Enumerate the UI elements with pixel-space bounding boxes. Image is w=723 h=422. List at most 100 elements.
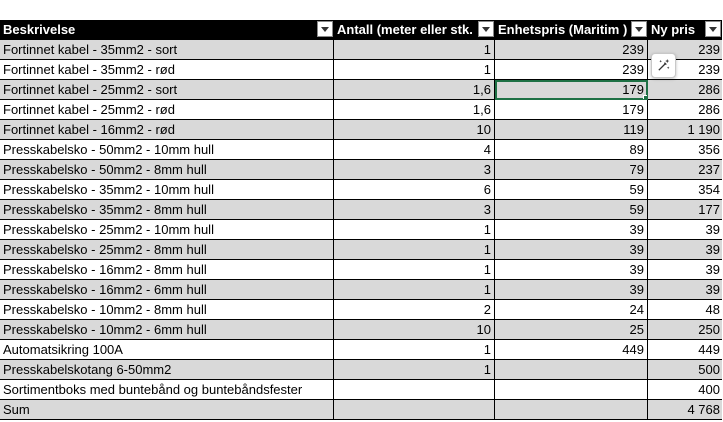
- cell-enhetspris[interactable]: 39: [495, 260, 648, 280]
- cell-antall[interactable]: 3: [334, 200, 495, 220]
- table-row: Presskabelskotang 6-50mm2 1 500: [0, 360, 722, 380]
- cell-ny-pris[interactable]: 286: [648, 100, 722, 120]
- sum-row: Sum 4 768: [0, 400, 722, 420]
- cell-enhetspris[interactable]: 24: [495, 300, 648, 320]
- cell-ny-pris[interactable]: 250: [648, 320, 722, 340]
- cell-beskrivelse[interactable]: Fortinnet kabel - 16mm2 - rød: [0, 120, 334, 140]
- cell-beskrivelse[interactable]: Sum: [0, 400, 334, 420]
- cell-ny-pris[interactable]: 354: [648, 180, 722, 200]
- cell-beskrivelse[interactable]: Presskabelsko - 25mm2 - 8mm hull: [0, 240, 334, 260]
- cell-enhetspris[interactable]: 239: [495, 60, 648, 80]
- cell-enhetspris[interactable]: 59: [495, 180, 648, 200]
- cell-ny-pris[interactable]: 39: [648, 260, 722, 280]
- cell-antall[interactable]: 4: [334, 140, 495, 160]
- cell-ny-pris[interactable]: 400: [648, 380, 722, 400]
- cell-antall[interactable]: 1,6: [334, 80, 495, 100]
- filter-dropdown-icon[interactable]: [631, 21, 647, 37]
- table-row: Fortinnet kabel - 16mm2 - rød 10 119 1 190: [0, 120, 722, 140]
- table-row: Presskabelsko - 50mm2 - 8mm hull 3 79 237: [0, 160, 722, 180]
- cell-ny-pris[interactable]: 39: [648, 240, 722, 260]
- cell-beskrivelse[interactable]: Fortinnet kabel - 25mm2 - sort: [0, 80, 334, 100]
- cell-beskrivelse[interactable]: Presskabelsko - 35mm2 - 10mm hull: [0, 180, 334, 200]
- cell-antall[interactable]: 1: [334, 240, 495, 260]
- cell-ny-pris[interactable]: 356: [648, 140, 722, 160]
- quick-analysis-button[interactable]: [651, 53, 676, 78]
- cell-antall[interactable]: 3: [334, 160, 495, 180]
- filter-dropdown-icon[interactable]: [317, 21, 333, 37]
- column-header-label: Antall (meter eller stk.: [337, 22, 473, 37]
- cell-enhetspris[interactable]: [495, 400, 648, 420]
- cell-enhetspris[interactable]: 89: [495, 140, 648, 160]
- table-row: Presskabelsko - 35mm2 - 10mm hull 6 59 354: [0, 180, 722, 200]
- cell-enhetspris[interactable]: 449: [495, 340, 648, 360]
- column-header-antall: Antall (meter eller stk.: [334, 20, 495, 40]
- cell-ny-pris[interactable]: 39: [648, 280, 722, 300]
- cell-antall[interactable]: 1: [334, 260, 495, 280]
- cell-beskrivelse[interactable]: Automatsikring 100A: [0, 340, 334, 360]
- cell-ny-pris[interactable]: 286: [648, 80, 722, 100]
- cell-ny-pris[interactable]: 500: [648, 360, 722, 380]
- cell-antall[interactable]: 1: [334, 340, 495, 360]
- cell-beskrivelse[interactable]: Fortinnet kabel - 35mm2 - sort: [0, 40, 334, 60]
- cell-enhetspris[interactable]: 39: [495, 280, 648, 300]
- filter-dropdown-icon[interactable]: [478, 21, 494, 37]
- cell-antall[interactable]: 1: [334, 60, 495, 80]
- cell-beskrivelse[interactable]: Presskabelsko - 25mm2 - 10mm hull: [0, 220, 334, 240]
- cell-ny-pris[interactable]: 239: [648, 40, 722, 60]
- cell-beskrivelse[interactable]: Fortinnet kabel - 25mm2 - rød: [0, 100, 334, 120]
- table-header-row: Beskrivelse Antall (meter eller stk. Enh…: [0, 20, 722, 40]
- table-body: Fortinnet kabel - 35mm2 - sort 1 239 239 For…: [0, 40, 722, 420]
- table-row: Fortinnet kabel - 25mm2 - sort 1,6 179 286: [0, 80, 722, 100]
- cell-antall[interactable]: [334, 400, 495, 420]
- cell-beskrivelse[interactable]: Presskabelsko - 16mm2 - 6mm hull: [0, 280, 334, 300]
- column-header-label: Enhetspris (Maritim ): [498, 22, 628, 37]
- cell-antall[interactable]: 1: [334, 40, 495, 60]
- cell-enhetspris[interactable]: 59: [495, 200, 648, 220]
- cell-antall[interactable]: 1: [334, 280, 495, 300]
- filter-dropdown-icon[interactable]: [705, 21, 721, 37]
- column-header-label: Ny pris: [651, 22, 696, 37]
- cell-beskrivelse[interactable]: Presskabelsko - 16mm2 - 8mm hull: [0, 260, 334, 280]
- cell-enhetspris[interactable]: [495, 360, 648, 380]
- table-row: Fortinnet kabel - 35mm2 - sort 1 239 239: [0, 40, 722, 60]
- fill-handle[interactable]: [643, 95, 647, 99]
- cell-beskrivelse[interactable]: Sortimentboks med buntebånd og buntebånd…: [0, 380, 334, 400]
- cell-antall[interactable]: 6: [334, 180, 495, 200]
- cell-antall[interactable]: 2: [334, 300, 495, 320]
- cell-enhetspris-selected[interactable]: 179: [495, 80, 648, 100]
- cell-enhetspris[interactable]: 39: [495, 220, 648, 240]
- cell-ny-pris[interactable]: 449: [648, 340, 722, 360]
- table-row: Presskabelsko - 16mm2 - 8mm hull 1 39 39: [0, 260, 722, 280]
- cell-ny-pris[interactable]: 48: [648, 300, 722, 320]
- cell-enhetspris[interactable]: 79: [495, 160, 648, 180]
- cell-antall[interactable]: 10: [334, 320, 495, 340]
- cell-antall[interactable]: 1,6: [334, 100, 495, 120]
- cell-ny-pris[interactable]: 4 768: [648, 400, 722, 420]
- table-row: Presskabelsko - 25mm2 - 8mm hull 1 39 39: [0, 240, 722, 260]
- cell-enhetspris[interactable]: [495, 380, 648, 400]
- cell-ny-pris[interactable]: 39: [648, 220, 722, 240]
- cell-enhetspris[interactable]: 239: [495, 40, 648, 60]
- cell-beskrivelse[interactable]: Fortinnet kabel - 35mm2 - rød: [0, 60, 334, 80]
- table-row: Fortinnet kabel - 35mm2 - rød 1 239 239: [0, 60, 722, 80]
- cell-ny-pris[interactable]: 177: [648, 200, 722, 220]
- cell-enhetspris[interactable]: 25: [495, 320, 648, 340]
- cell-ny-pris[interactable]: 239: [648, 60, 722, 80]
- cell-beskrivelse[interactable]: Presskabelsko - 10mm2 - 8mm hull: [0, 300, 334, 320]
- cell-enhetspris[interactable]: 179: [495, 100, 648, 120]
- cell-antall[interactable]: [334, 380, 495, 400]
- table-row: Sortimentboks med buntebånd og buntebånd…: [0, 380, 722, 400]
- cell-antall[interactable]: 10: [334, 120, 495, 140]
- cell-antall[interactable]: 1: [334, 220, 495, 240]
- table-row: Presskabelsko - 50mm2 - 10mm hull 4 89 356: [0, 140, 722, 160]
- cell-antall[interactable]: 1: [334, 360, 495, 380]
- cell-ny-pris[interactable]: 1 190: [648, 120, 722, 140]
- cell-enhetspris[interactable]: 39: [495, 240, 648, 260]
- cell-beskrivelse[interactable]: Presskabelskotang 6-50mm2: [0, 360, 334, 380]
- cell-enhetspris[interactable]: 119: [495, 120, 648, 140]
- cell-beskrivelse[interactable]: Presskabelsko - 10mm2 - 6mm hull: [0, 320, 334, 340]
- cell-ny-pris[interactable]: 237: [648, 160, 722, 180]
- cell-beskrivelse[interactable]: Presskabelsko - 50mm2 - 10mm hull: [0, 140, 334, 160]
- cell-beskrivelse[interactable]: Presskabelsko - 50mm2 - 8mm hull: [0, 160, 334, 180]
- cell-beskrivelse[interactable]: Presskabelsko - 35mm2 - 8mm hull: [0, 200, 334, 220]
